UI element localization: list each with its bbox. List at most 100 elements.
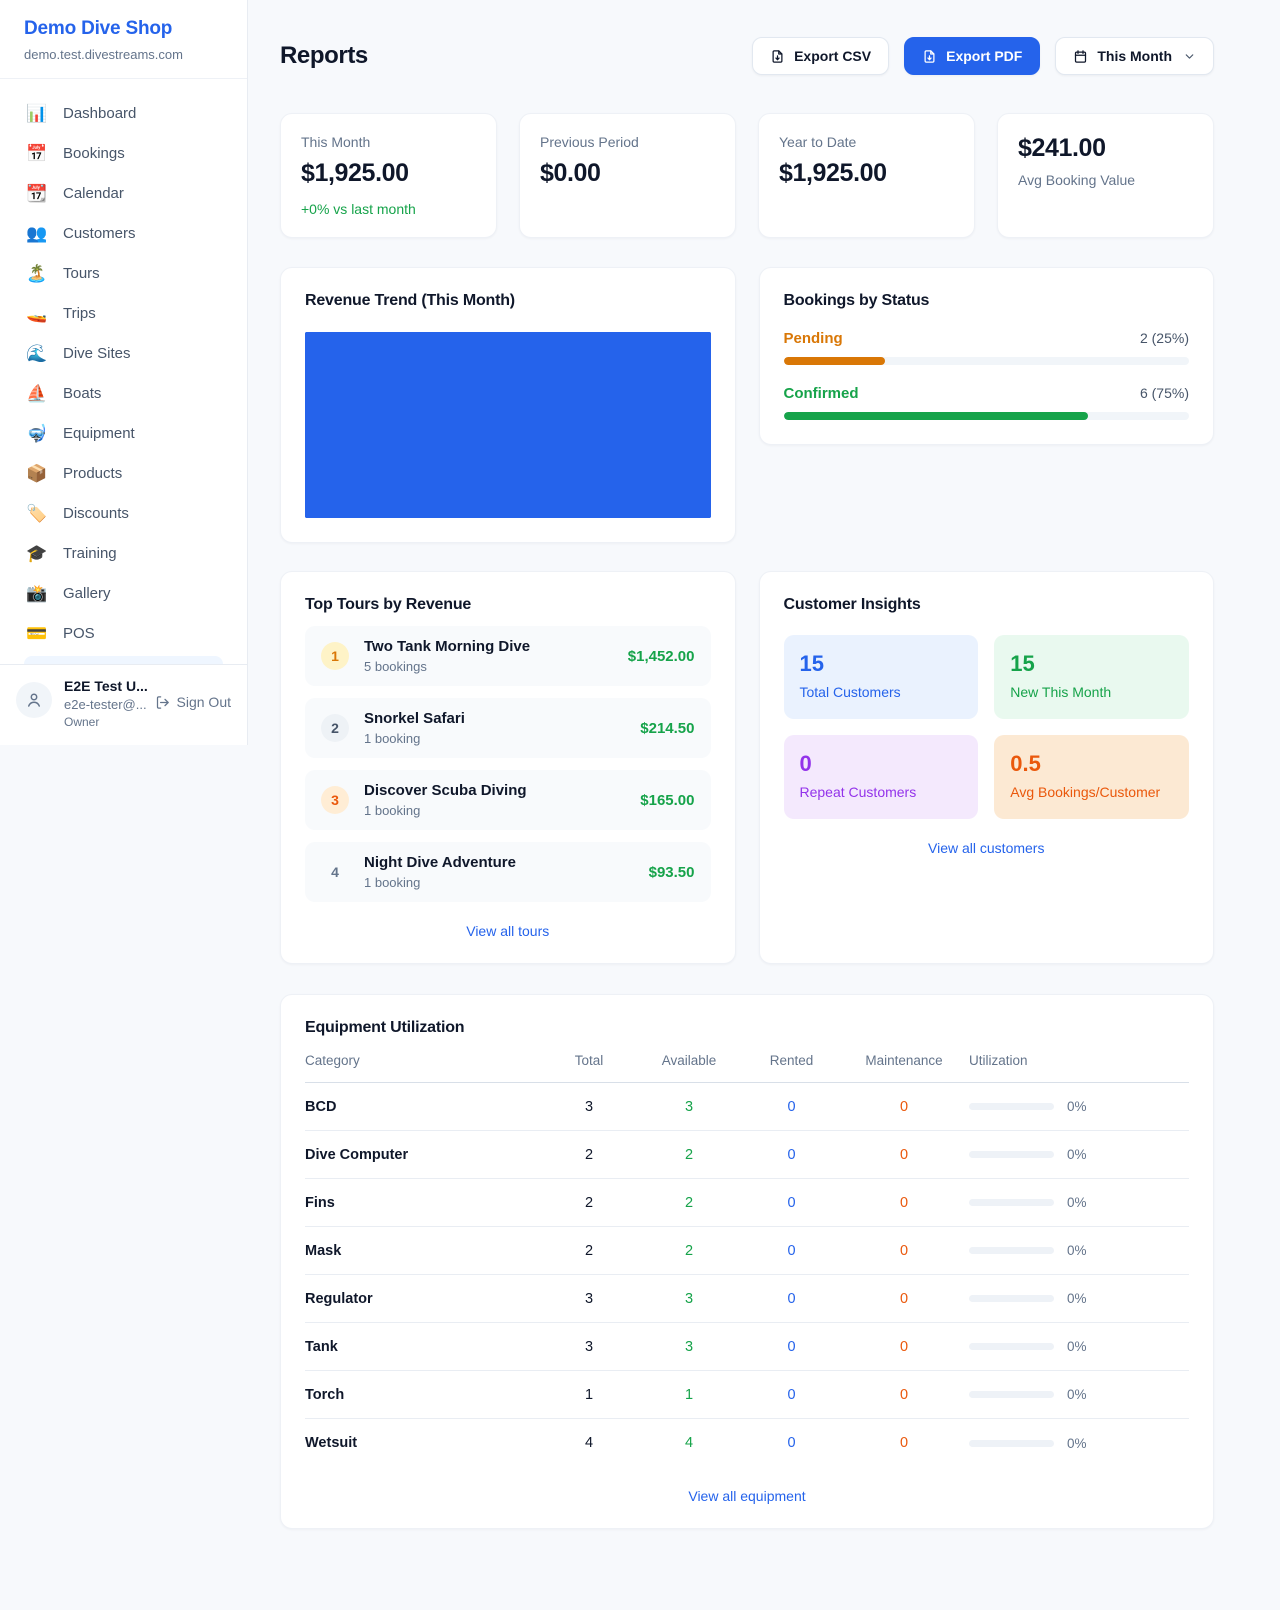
- sidebar-item-label: Products: [63, 465, 123, 482]
- rank-badge: 4: [331, 864, 339, 881]
- sidebar-item-label: Boats: [63, 385, 102, 402]
- rank-badge: 1: [321, 642, 349, 671]
- sidebar-item-tours[interactable]: 🏝️ Tours: [12, 255, 235, 292]
- cell-maintenance: 0: [899, 1098, 909, 1115]
- sidebar: Demo Dive Shop demo.test.divestreams.com…: [0, 0, 248, 745]
- sidebar-item-label: Training: [63, 545, 117, 562]
- cell-total: 4: [584, 1435, 594, 1452]
- sidebar-item-boats[interactable]: ⛵ Boats: [12, 375, 235, 412]
- col-available: Available: [661, 1053, 717, 1069]
- rank-badge: 2: [321, 714, 349, 743]
- tour-name: Night Dive Adventure: [364, 854, 516, 872]
- table-row: BCD 3 3 0 0 0%: [305, 1083, 1189, 1132]
- sidebar-item-dive-sites[interactable]: 🌊 Dive Sites: [12, 335, 235, 372]
- cell-available: 2: [684, 1194, 694, 1211]
- export-csv-label: Export CSV: [794, 48, 872, 65]
- cell-available: 3: [684, 1338, 694, 1355]
- camera-icon: 📸: [26, 584, 48, 603]
- export-pdf-label: Export PDF: [946, 48, 1023, 65]
- sidebar-item-label: Gallery: [63, 585, 111, 602]
- sidebar-item-trips[interactable]: 🚤 Trips: [12, 295, 235, 332]
- speedboat-icon: 🚤: [26, 304, 48, 323]
- utilization-percent: 0%: [1067, 1291, 1087, 1307]
- revenue-trend-card: Revenue Trend (This Month): [280, 267, 736, 544]
- sidebar-item-label: Calendar: [63, 185, 124, 202]
- brand-block: Demo Dive Shop demo.test.divestreams.com: [0, 0, 247, 79]
- tour-bookings: 1 booking: [364, 875, 421, 891]
- person-icon: [28, 693, 40, 707]
- cell-total: 1: [584, 1386, 594, 1403]
- sidebar-item-label: Tours: [63, 265, 100, 282]
- header-actions: Export CSV Export PDF This Month: [752, 37, 1214, 76]
- cell-available: 3: [684, 1098, 694, 1115]
- tile-label: Repeat Customers: [799, 784, 917, 801]
- cell-utilization: 0%: [969, 1291, 1189, 1306]
- sidebar-item-reports-partial[interactable]: [24, 656, 223, 664]
- status-row-pending: Pending 2 (25%): [783, 330, 1189, 366]
- sidebar-item-dashboard[interactable]: 📊 Dashboard: [12, 95, 235, 132]
- view-all-equipment-link[interactable]: View all equipment: [688, 1488, 806, 1505]
- utilization-bar: [969, 1151, 1054, 1159]
- sidebar-item-gallery[interactable]: 📸 Gallery: [12, 575, 235, 612]
- cell-total: 3: [584, 1098, 594, 1115]
- export-pdf-button[interactable]: Export PDF: [904, 37, 1041, 76]
- utilization-bar: [969, 1199, 1054, 1207]
- cell-available: 3: [684, 1290, 694, 1307]
- sidebar-item-discounts[interactable]: 🏷️ Discounts: [12, 495, 235, 532]
- sidebar-item-products[interactable]: 📦 Products: [12, 455, 235, 492]
- table-row: Regulator 3 3 0 0 0%: [305, 1275, 1189, 1324]
- shop-domain: demo.test.divestreams.com: [24, 47, 183, 62]
- cell-total: 3: [584, 1290, 594, 1307]
- tile-value: 0.5: [1010, 751, 1041, 777]
- stat-value: $1,925.00: [301, 159, 409, 188]
- sidebar-item-label: Dive Sites: [63, 345, 131, 362]
- sign-out-icon: [156, 695, 169, 709]
- table-row: Dive Computer 2 2 0 0 0%: [305, 1131, 1189, 1180]
- status-row-confirmed: Confirmed 6 (75%): [783, 385, 1189, 421]
- sidebar-item-customers[interactable]: 👥 Customers: [12, 215, 235, 252]
- view-all-customers-link[interactable]: View all customers: [928, 840, 1045, 857]
- customers-icon: 👥: [26, 224, 48, 243]
- equipment-utilization-card: Equipment Utilization Category Total Ava…: [280, 994, 1214, 1530]
- tour-amount: $165.00: [640, 791, 695, 809]
- sidebar-item-training[interactable]: 🎓 Training: [12, 535, 235, 572]
- sign-out-button[interactable]: Sign Out: [155, 678, 231, 710]
- view-all-tours-link[interactable]: View all tours: [466, 923, 550, 940]
- status-count: 6 (75%): [1139, 385, 1189, 402]
- cell-category: BCD: [305, 1098, 337, 1115]
- card-title: Revenue Trend (This Month): [305, 292, 515, 310]
- middle-row: Top Tours by Revenue 1 Two Tank Morning …: [280, 571, 1214, 965]
- page-title: Reports: [280, 42, 368, 70]
- chevron-down-icon: [1185, 53, 1194, 59]
- cell-available: 2: [684, 1242, 694, 1259]
- tile-repeat-customers: 0 Repeat Customers: [783, 735, 979, 820]
- sidebar-item-calendar[interactable]: 📆 Calendar: [12, 175, 235, 212]
- stat-card-this-month: This Month $1,925.00 +0% vs last month: [280, 113, 497, 239]
- cell-rented: 0: [787, 1435, 796, 1452]
- sidebar-nav: 📊 Dashboard 📅 Bookings 📆 Calendar 👥 Cust…: [0, 79, 247, 664]
- sidebar-item-equipment[interactable]: 🤿 Equipment: [12, 415, 235, 452]
- cell-rented: 0: [787, 1338, 796, 1355]
- col-rented: Rented: [769, 1053, 814, 1069]
- sidebar-item-bookings[interactable]: 📅 Bookings: [12, 135, 235, 172]
- stat-delta: +0% vs last month: [301, 201, 416, 218]
- tour-name: Discover Scuba Diving: [364, 782, 527, 800]
- cell-utilization: 0%: [969, 1195, 1189, 1210]
- cell-utilization: 0%: [969, 1243, 1189, 1258]
- top-tours-card: Top Tours by Revenue 1 Two Tank Morning …: [280, 571, 736, 965]
- sidebar-item-pos[interactable]: 💳 POS: [12, 615, 235, 652]
- cell-utilization: 0%: [969, 1436, 1189, 1451]
- tour-row: 4 Night Dive Adventure 1 booking $93.50: [305, 842, 711, 903]
- progress-fill-pending: [783, 357, 885, 366]
- tour-row: 1 Two Tank Morning Dive 5 bookings $1,45…: [305, 626, 711, 687]
- cell-rented: 0: [787, 1242, 796, 1259]
- export-csv-button[interactable]: Export CSV: [752, 37, 890, 76]
- tile-label: Total Customers: [799, 684, 901, 701]
- cell-utilization: 0%: [969, 1099, 1189, 1114]
- credit-card-icon: 💳: [26, 624, 48, 643]
- cell-category: Mask: [305, 1242, 342, 1259]
- card-title: Top Tours by Revenue: [305, 596, 472, 614]
- period-dropdown[interactable]: This Month: [1055, 37, 1214, 76]
- card-title: Customer Insights: [783, 596, 921, 614]
- stat-label: Year to Date: [779, 134, 857, 151]
